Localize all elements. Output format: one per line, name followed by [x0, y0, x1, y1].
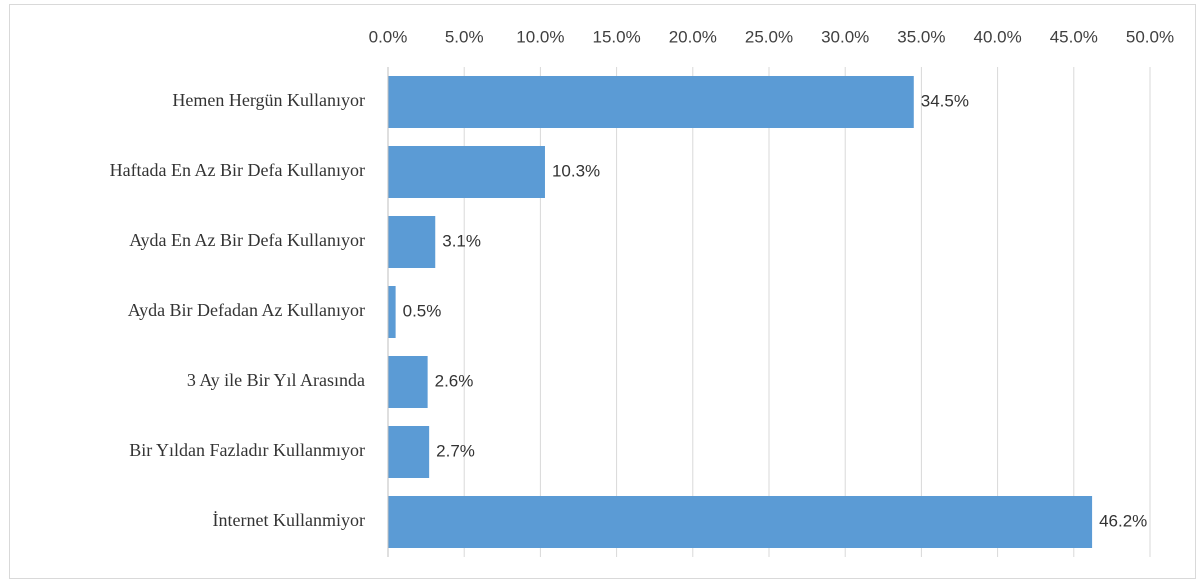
y-tick-label: 3 Ay ile Bir Yıl Arasında — [187, 370, 365, 390]
x-tick-label: 40.0% — [973, 27, 1021, 46]
y-tick-label: Ayda En Az Bir Defa Kullanıyor — [129, 230, 365, 250]
x-tick-label: 20.0% — [669, 27, 717, 46]
data-label: 2.7% — [436, 441, 475, 460]
bar — [388, 146, 545, 198]
x-tick-label: 15.0% — [592, 27, 640, 46]
data-label: 34.5% — [921, 91, 969, 110]
data-label: 46.2% — [1099, 511, 1147, 530]
x-tick-label: 50.0% — [1126, 27, 1174, 46]
x-tick-label: 30.0% — [821, 27, 869, 46]
bar — [388, 286, 396, 338]
data-label: 10.3% — [552, 161, 600, 180]
bar — [388, 426, 430, 478]
y-tick-label: Hemen Hergün Kullanıyor — [172, 90, 365, 110]
data-label: 3.1% — [442, 231, 481, 250]
bar — [388, 216, 436, 268]
x-tick-label: 10.0% — [516, 27, 564, 46]
y-tick-label: Bir Yıldan Fazladır Kullanmıyor — [129, 440, 365, 460]
y-tick-label: Haftada En Az Bir Defa Kullanıyor — [110, 160, 365, 180]
y-tick-label: Ayda Bir Defadan Az Kullanıyor — [128, 300, 365, 320]
bar — [388, 356, 428, 408]
x-tick-label: 25.0% — [745, 27, 793, 46]
x-tick-label: 0.0% — [369, 27, 408, 46]
data-label: 2.6% — [435, 371, 474, 390]
y-tick-label: İnternet Kullanmiyor — [213, 510, 365, 530]
bar — [388, 76, 914, 128]
x-tick-label: 45.0% — [1050, 27, 1098, 46]
x-tick-label: 35.0% — [897, 27, 945, 46]
data-label: 0.5% — [403, 301, 442, 320]
x-tick-label: 5.0% — [445, 27, 484, 46]
bar — [388, 496, 1093, 548]
